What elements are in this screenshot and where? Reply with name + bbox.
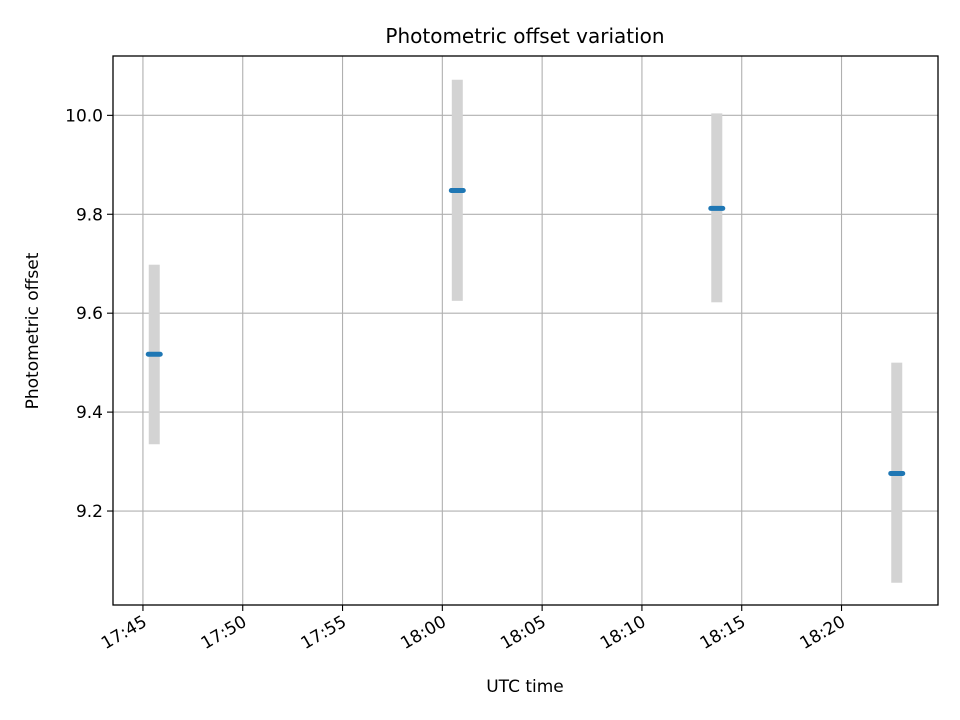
y-tick-label: 9.4 [76, 403, 103, 423]
y-axis-label: Photometric offset [23, 252, 43, 409]
y-tick-label: 9.2 [76, 502, 103, 522]
grid [113, 56, 938, 605]
y-tick-label: 9.8 [76, 205, 103, 225]
y-axis-ticks: 9.2 9.4 9.6 9.8 10.0 [65, 106, 113, 522]
chart-title: Photometric offset variation [385, 24, 664, 48]
data-points [145, 188, 906, 476]
x-axis-label: UTC time [486, 677, 564, 697]
y-tick-label: 10.0 [65, 106, 103, 126]
plot-frame [112, 55, 939, 606]
y-tick-label: 9.6 [76, 304, 103, 324]
